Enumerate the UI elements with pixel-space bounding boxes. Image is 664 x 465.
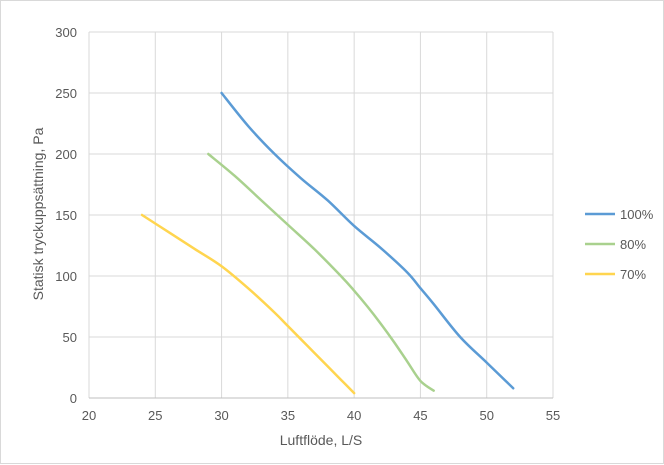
x-tick-label: 40 — [347, 408, 361, 423]
x-axis-title: Luftflöde, L/S — [280, 432, 363, 448]
x-tick-label: 30 — [214, 408, 228, 423]
gridlines — [88, 31, 554, 399]
y-axis-title: Statisk tryckuppsättning, Pa — [30, 127, 46, 300]
x-tick-label: 20 — [82, 408, 96, 423]
y-tick-label: 300 — [55, 25, 77, 40]
x-tick-label: 35 — [281, 408, 295, 423]
legend: 100% 80% 70% — [585, 207, 654, 282]
x-tick-label: 50 — [479, 408, 493, 423]
y-tick-label: 250 — [55, 86, 77, 101]
y-tick-label: 150 — [55, 208, 77, 223]
y-tick-label: 100 — [55, 269, 77, 284]
series-lines — [140, 91, 515, 395]
x-tick-label: 45 — [413, 408, 427, 423]
legend-label: 80% — [620, 237, 646, 252]
y-tick-label: 0 — [70, 391, 77, 406]
series-line-100-percent — [220, 91, 515, 390]
legend-label: 70% — [620, 267, 646, 282]
x-tick-label: 55 — [546, 408, 560, 423]
x-axis: 20 25 30 35 40 45 50 55 — [82, 408, 560, 423]
y-tick-label: 200 — [55, 147, 77, 162]
legend-label: 100% — [620, 207, 654, 222]
y-axis: 0 50 100 150 200 250 300 — [55, 25, 77, 406]
series-line-80-percent — [207, 152, 435, 392]
y-tick-label: 50 — [63, 330, 77, 345]
x-tick-label: 25 — [148, 408, 162, 423]
series-line-70-percent — [140, 213, 356, 395]
